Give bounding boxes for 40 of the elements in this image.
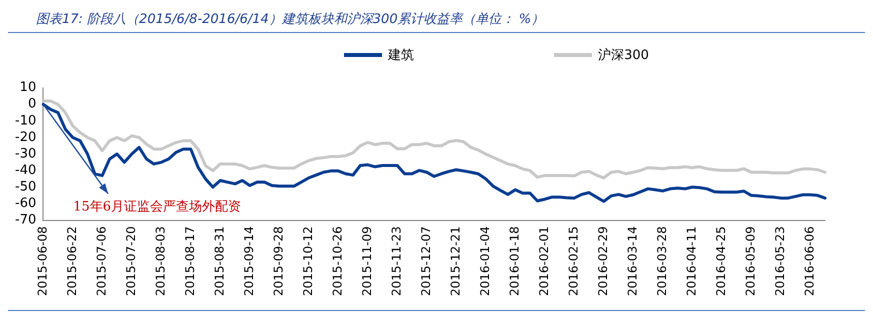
- x-tick-label: 2015-08-31: [212, 226, 226, 296]
- y-tick-label: 10: [20, 80, 36, 96]
- y-tick-label: -60: [15, 196, 36, 212]
- x-tick-label: 2016-06-06: [802, 226, 816, 296]
- chart-title: 图表17: 阶段八（2015/6/8-2016/6/14）建筑板块和沪深300累计收益率（单位： %）: [8, 8, 865, 33]
- legend-label: 沪深300: [598, 47, 649, 64]
- x-tick-label: 2015-06-08: [35, 226, 50, 296]
- y-tick-label: -40: [15, 162, 36, 178]
- x-tick-label: 2015-11-09: [360, 226, 374, 296]
- x-tick-label: 2016-04-25: [714, 226, 728, 296]
- x-tick-label: 2016-02-01: [536, 226, 551, 296]
- x-tick-label: 2016-02-15: [566, 226, 580, 296]
- x-tick-label: 2015-08-17: [182, 226, 197, 296]
- y-tick-label: -10: [15, 113, 36, 128]
- x-tick-label: 2015-12-07: [418, 226, 433, 296]
- x-tick-label: 2015-07-20: [124, 226, 138, 296]
- x-tick-label: 2016-05-09: [743, 226, 758, 296]
- x-tick-label: 2016-05-23: [772, 226, 787, 296]
- x-tick-label: 2016-04-11: [684, 226, 698, 296]
- annotation: 15年6月证监会严查场外配资: [73, 199, 242, 214]
- x-tick-label: 2016-03-28: [654, 226, 669, 296]
- x-tick-label: 2015-08-03: [153, 226, 168, 296]
- x-tick-label: 2015-10-26: [330, 226, 344, 296]
- x-tick-label: 2015-06-22: [64, 226, 79, 296]
- x-tick-label: 2015-10-12: [300, 226, 315, 296]
- x-tick-label: 2015-09-14: [242, 226, 256, 296]
- x-tick-label: 2015-07-06: [94, 226, 108, 296]
- y-tick-label: -30: [15, 146, 36, 162]
- x-tick-label: 2016-02-29: [596, 226, 610, 296]
- y-tick-label: -50: [15, 180, 36, 195]
- x-tick-label: 2015-12-21: [448, 226, 462, 296]
- x-tick-label: 2016-01-18: [507, 226, 522, 296]
- y-tick-label: -20: [15, 130, 36, 145]
- x-tick-label: 2015-09-28: [271, 226, 286, 296]
- x-tick-label: 2016-01-04: [478, 226, 492, 296]
- y-tick-label: 0: [28, 96, 36, 112]
- x-tick-label: 2016-03-14: [625, 226, 640, 296]
- legend-label: 建筑: [388, 47, 414, 64]
- y-tick-label: -70: [15, 212, 36, 228]
- x-tick-label: 2015-11-23: [389, 226, 404, 296]
